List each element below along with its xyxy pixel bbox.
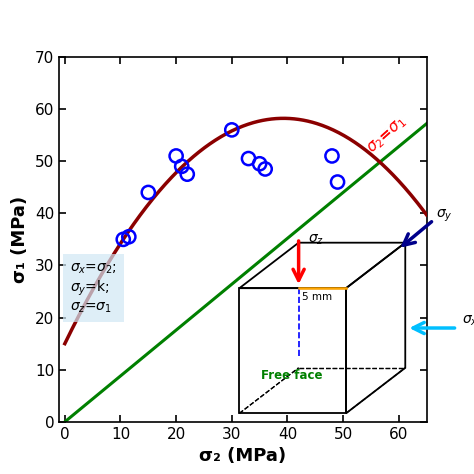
- Y-axis label: σ₁ (MPa): σ₁ (MPa): [11, 196, 29, 283]
- Point: [261, 165, 269, 173]
- Text: 5 mm: 5 mm: [302, 292, 332, 301]
- Point: [245, 155, 252, 162]
- Point: [173, 152, 180, 160]
- Text: $\sigma_z$: $\sigma_z$: [308, 233, 324, 247]
- Text: Free face: Free face: [261, 369, 322, 382]
- X-axis label: σ₂ (MPa): σ₂ (MPa): [200, 447, 286, 465]
- Text: $\sigma_x$: $\sigma_x$: [462, 313, 474, 328]
- Point: [119, 236, 127, 243]
- Point: [328, 152, 336, 160]
- Point: [334, 178, 341, 186]
- Point: [178, 163, 185, 170]
- Point: [125, 233, 133, 241]
- Text: $\sigma_x$=$\sigma_2$;
$\sigma_y$=k;
$\sigma_z$=$\sigma_1$: $\sigma_x$=$\sigma_2$; $\sigma_y$=k; $\s…: [70, 261, 117, 315]
- Text: $\sigma_y$: $\sigma_y$: [436, 208, 453, 224]
- Point: [145, 189, 152, 196]
- Point: [183, 171, 191, 178]
- Text: $\sigma_2$=$\sigma_1$: $\sigma_2$=$\sigma_1$: [365, 113, 410, 157]
- Point: [256, 160, 264, 168]
- Point: [228, 126, 236, 134]
